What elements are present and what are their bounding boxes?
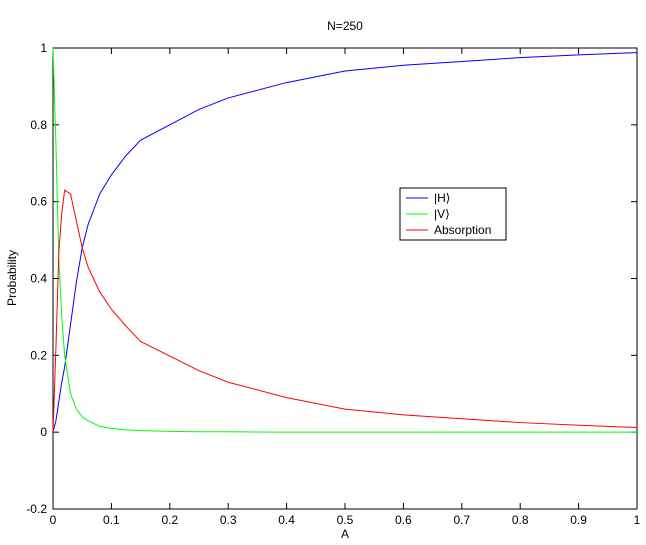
data-line	[52, 47, 637, 433]
y-tick-label: 1	[40, 41, 47, 55]
x-tick-label: 0.6	[395, 513, 412, 527]
x-tick-label: 1	[634, 513, 641, 527]
x-tick-label: 0.7	[453, 513, 470, 527]
x-tick-label: 0.8	[512, 513, 529, 527]
x-tick-label: 0.2	[161, 513, 178, 527]
x-axis-label: A	[341, 527, 349, 541]
x-tick-label: 0.5	[337, 513, 354, 527]
data-line	[52, 52, 638, 433]
y-axis-label: Probability	[5, 250, 19, 306]
x-tick-label: 0.9	[570, 513, 587, 527]
y-tick-label: 0.4	[30, 272, 47, 286]
y-tick-label: 0.6	[30, 195, 47, 209]
x-tick-label: 0.1	[103, 513, 120, 527]
y-tick-label: -0.2	[26, 502, 47, 516]
chart-title: N=250	[327, 19, 363, 33]
y-tick-label: 0.8	[30, 118, 47, 132]
data-line	[52, 189, 638, 433]
legend-label: |H⟩	[434, 191, 450, 205]
legend-label: Absorption	[434, 223, 491, 237]
x-tick-label: 0.3	[220, 513, 237, 527]
y-tick-label: 0.2	[30, 348, 47, 362]
y-tick-label: 0	[40, 425, 47, 439]
legend-label: |V⟩	[434, 207, 450, 221]
x-tick-label: 0	[50, 513, 57, 527]
x-tick-label: 0.4	[278, 513, 295, 527]
